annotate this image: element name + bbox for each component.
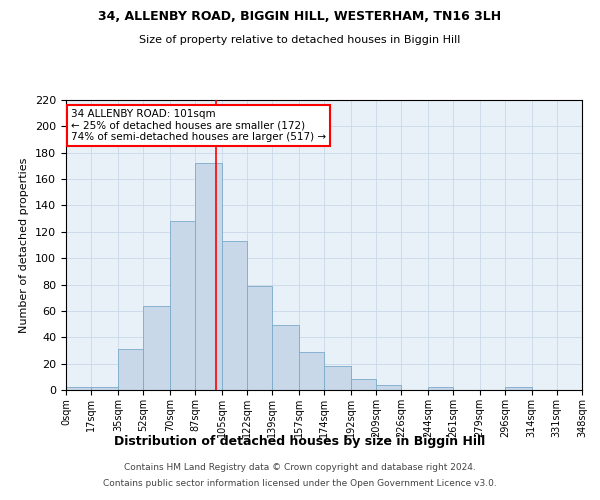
Bar	[143, 306, 170, 390]
Bar	[221, 241, 247, 390]
Bar	[66, 388, 91, 390]
Text: Distribution of detached houses by size in Biggin Hill: Distribution of detached houses by size …	[115, 435, 485, 448]
Text: Contains HM Land Registry data © Crown copyright and database right 2024.: Contains HM Land Registry data © Crown c…	[124, 464, 476, 472]
Bar	[324, 366, 350, 390]
Bar	[505, 388, 532, 390]
Text: Size of property relative to detached houses in Biggin Hill: Size of property relative to detached ho…	[139, 35, 461, 45]
Bar	[376, 384, 401, 390]
Bar	[272, 326, 299, 390]
Text: Contains public sector information licensed under the Open Government Licence v3: Contains public sector information licen…	[103, 478, 497, 488]
Bar	[350, 380, 376, 390]
Bar	[299, 352, 324, 390]
Bar	[170, 222, 195, 390]
Bar	[428, 388, 453, 390]
Bar	[247, 286, 272, 390]
Bar	[195, 164, 221, 390]
Text: 34, ALLENBY ROAD, BIGGIN HILL, WESTERHAM, TN16 3LH: 34, ALLENBY ROAD, BIGGIN HILL, WESTERHAM…	[98, 10, 502, 23]
Bar	[91, 388, 118, 390]
Y-axis label: Number of detached properties: Number of detached properties	[19, 158, 29, 332]
Bar	[118, 349, 143, 390]
Text: 34 ALLENBY ROAD: 101sqm
← 25% of detached houses are smaller (172)
74% of semi-d: 34 ALLENBY ROAD: 101sqm ← 25% of detache…	[71, 108, 326, 142]
